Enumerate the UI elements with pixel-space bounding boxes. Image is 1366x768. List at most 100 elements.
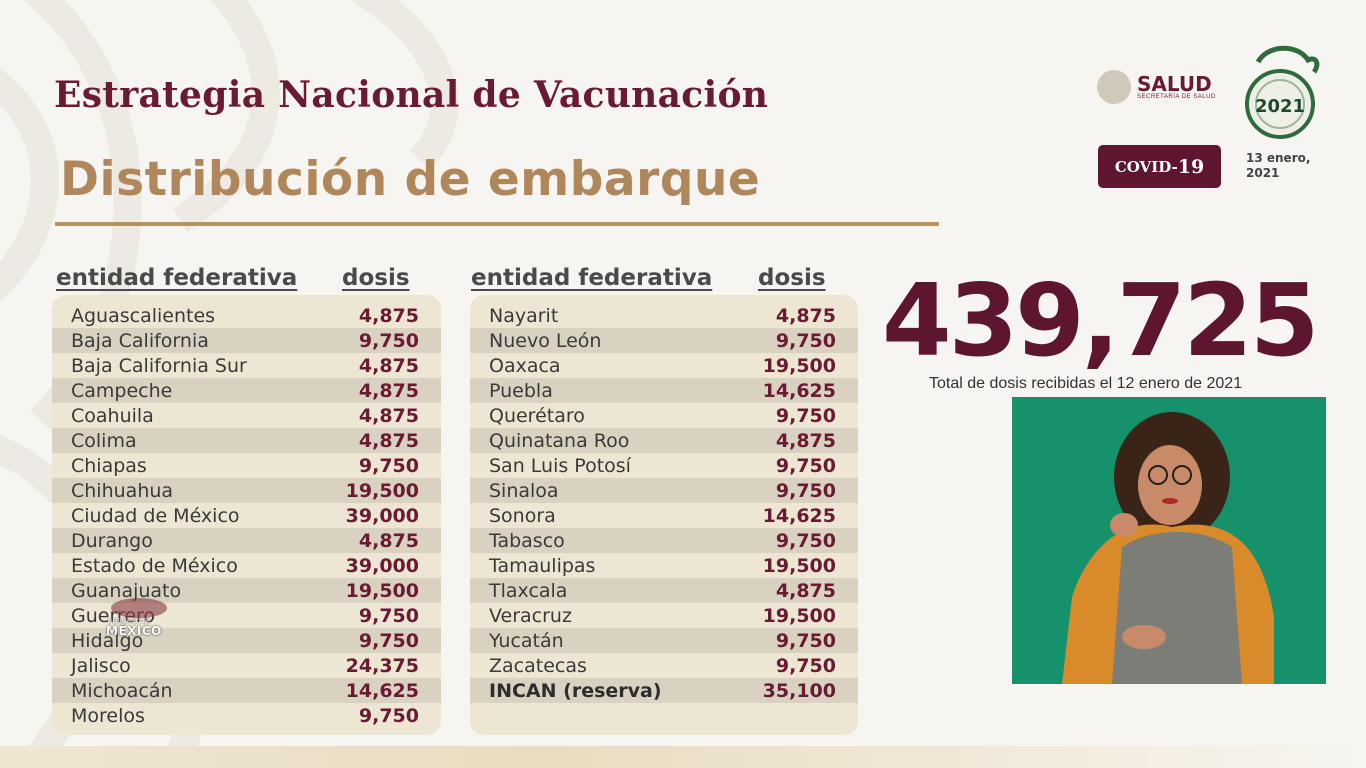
entity-name: Nayarit [489,304,559,327]
left-table-row: Colima 4,875 [52,428,441,453]
dose-count: 9,750 [775,654,836,677]
left-table-row: Estado de México 39,000 [52,553,441,578]
entity-name: Chiapas [71,454,147,477]
left-entity-header: entidad federativa [56,265,298,291]
dose-count: 9,750 [775,454,836,477]
right-doses-header: dosis [758,265,826,291]
right-table-row: Oaxaca 19,500 [470,353,858,378]
presentation-date: 13 enero, 2021 [1246,151,1326,181]
dose-count: 9,750 [775,404,836,427]
right-table-panel: Nayarit 4,875 Nuevo León 9,750 Oaxaca 19,500 P… [470,295,858,735]
dose-count: 4,875 [358,429,419,452]
right-table-row: Nayarit 4,875 [470,303,858,328]
entity-name: Jalisco [71,654,131,677]
salud-name: SALUD [1137,72,1212,96]
total-doses-label: Total de dosis recibidas el 12 enero de … [929,375,1243,392]
entity-name: Yucatán [489,629,564,652]
dose-count: 9,750 [358,604,419,627]
covid-prefix: COVID- [1114,157,1178,176]
dose-count: 19,500 [762,554,836,577]
right-table-row: Quinatana Roo 4,875 [470,428,858,453]
dose-count: 9,750 [358,329,419,352]
date-line-1: 13 enero, [1246,151,1311,165]
dose-count: 4,875 [775,304,836,327]
dose-count: 14,625 [345,679,419,702]
dose-count: 4,875 [775,579,836,602]
entity-name: Michoacán [71,679,173,702]
entity-name: Campeche [71,379,173,402]
bottom-band [0,746,1366,768]
page-title: Estrategia Nacional de Vacunación [54,74,769,116]
eagle-emblem-icon [111,598,167,618]
entity-name: Chihuahua [71,479,174,502]
mexico-2021-emblem-icon: 2021 [1245,45,1320,139]
left-table-row: Ciudad de México 39,000 [52,503,441,528]
entity-name: Querétaro [489,404,585,427]
entity-name: Estado de México [71,554,238,577]
dose-count: 4,875 [358,354,419,377]
svg-text:2021: 2021 [1255,96,1305,117]
dose-count: 14,625 [762,379,836,402]
sign-language-interpreter-video [1012,397,1326,684]
entity-name: Aguascalientes [71,304,216,327]
dose-count: 4,875 [775,429,836,452]
left-table-row: Durango 4,875 [52,528,441,553]
left-table-row: Campeche 4,875 [52,378,441,403]
entity-name: Coahuila [71,404,154,427]
dose-count: 9,750 [358,704,419,727]
dose-count: 4,875 [358,529,419,552]
right-table-row: Tlaxcala 4,875 [470,578,858,603]
dose-count: 9,750 [775,479,836,502]
watermark-text: MÉXICO [106,624,162,638]
entity-name: Tamaulipas [489,554,596,577]
gobierno-watermark: GOBIERNO DE MÉXICO [104,596,178,646]
right-table-row: Sinaloa 9,750 [470,478,858,503]
left-doses-header: dosis [342,265,410,291]
left-table-row: Hidalgo 9,750 [52,628,441,653]
entity-name: Nuevo León [489,329,602,352]
salud-sub: SECRETARÍA DE SALUD [1137,94,1216,100]
dose-count: 35,100 [762,679,836,702]
dose-count: 4,875 [358,304,419,327]
dose-count: 4,875 [358,404,419,427]
left-table-rows: Aguascalientes 4,875 Baja California 9,750 B… [52,303,441,728]
entity-name: Durango [71,529,153,552]
date-line-2: 2021 [1246,166,1280,180]
covid-number: 19 [1177,155,1205,178]
right-table-row: Sonora 14,625 [470,503,858,528]
entity-name: Ciudad de México [71,504,240,527]
entity-name: Sinaloa [489,479,559,502]
entity-name: Oaxaca [489,354,561,377]
entity-name: Zacatecas [489,654,587,677]
right-table-row: Puebla 14,625 [470,378,858,403]
left-table-panel: Aguascalientes 4,875 Baja California 9,750 B… [52,295,441,735]
left-table-row: Chihuahua 19,500 [52,478,441,503]
salud-emblem-icon [1097,70,1131,104]
left-table-row: Morelos 9,750 [52,703,441,728]
right-table-rows: Nayarit 4,875 Nuevo León 9,750 Oaxaca 19,500 P… [470,303,858,703]
entity-name: Morelos [71,704,145,727]
entity-name: Tabasco [489,529,565,552]
left-table-row: Aguascalientes 4,875 [52,303,441,328]
left-table-row: Jalisco 24,375 [52,653,441,678]
interpreter-figure [1062,412,1274,684]
right-table-row: Zacatecas 9,750 [470,653,858,678]
right-table-row: Yucatán 9,750 [470,628,858,653]
left-table-row: Baja California Sur 4,875 [52,353,441,378]
dose-count: 9,750 [775,329,836,352]
left-table-row: Chiapas 9,750 [52,453,441,478]
entity-name: Baja California Sur [71,354,247,377]
right-table-row: Veracruz 19,500 [470,603,858,628]
entity-name: Quinatana Roo [489,429,630,452]
title-divider [55,222,939,226]
right-table-row: Tabasco 9,750 [470,528,858,553]
dose-count: 39,000 [345,554,419,577]
entity-name: Hidalgo [71,629,144,652]
dose-count: 14,625 [762,504,836,527]
entity-name: Guanajuato [71,579,182,602]
right-table-row: INCAN (reserva) 35,100 [470,678,858,703]
dose-count: 19,500 [345,579,419,602]
total-doses: 439,725 [882,262,1319,379]
page-subtitle: Distribución de embarque [60,152,761,207]
dose-count: 9,750 [358,629,419,652]
